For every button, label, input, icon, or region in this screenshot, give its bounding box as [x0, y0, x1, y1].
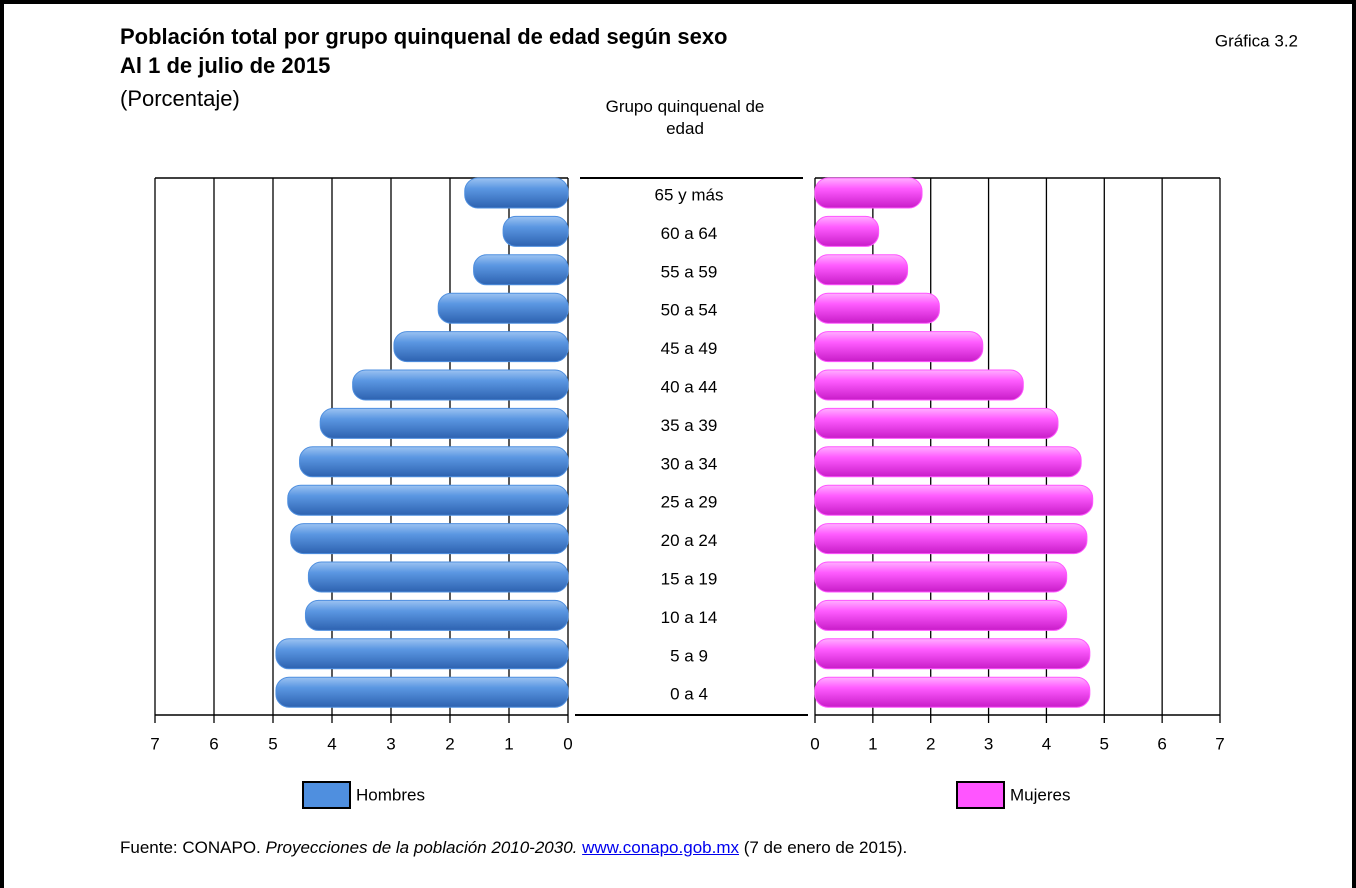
x-tick-label: 7 [1215, 734, 1224, 753]
x-tick-label: 7 [150, 734, 159, 753]
bar [814, 446, 1082, 478]
legend-swatch [956, 781, 1005, 809]
category-label: 10 a 14 [661, 608, 718, 627]
category-label: 5 a 9 [670, 646, 708, 665]
x-tick-label: 3 [984, 734, 993, 753]
bar [814, 369, 1024, 401]
legend-label: Mujeres [1010, 785, 1070, 804]
chart-number: Gráfica 3.2 [1215, 31, 1298, 50]
x-tick-label: 2 [445, 734, 454, 753]
category-label: 50 a 54 [661, 301, 718, 320]
x-tick-label: 5 [1100, 734, 1109, 753]
legend-label: Hombres [356, 785, 425, 804]
bar [352, 369, 569, 401]
category-label: 30 a 34 [661, 454, 718, 473]
category-label: 15 a 19 [661, 569, 718, 588]
bar [290, 523, 569, 555]
chart-subtitle: Al 1 de julio de 2015 [120, 53, 330, 78]
x-tick-label: 3 [386, 734, 395, 753]
x-tick-label: 5 [268, 734, 277, 753]
category-label: 55 a 59 [661, 262, 718, 281]
bar [287, 484, 569, 516]
bar [473, 254, 569, 286]
bar [814, 561, 1068, 593]
bar [814, 254, 909, 286]
bar [304, 599, 569, 631]
category-label: 45 a 49 [661, 339, 718, 358]
bar [814, 638, 1091, 670]
x-tick-label: 0 [563, 734, 572, 753]
bar [275, 638, 569, 670]
bar [814, 484, 1094, 516]
source-prefix: Fuente: CONAPO. [120, 838, 266, 857]
bar [814, 407, 1059, 439]
unit-label: (Porcentaje) [120, 86, 240, 111]
x-tick-label: 6 [1157, 734, 1166, 753]
bar [814, 523, 1088, 555]
x-tick-label: 1 [504, 734, 513, 753]
bar [814, 177, 923, 209]
category-title-box: Grupo quinquenal de edad [605, 97, 765, 138]
bar [502, 215, 569, 247]
bar [393, 331, 569, 363]
bar [814, 331, 984, 363]
bar [275, 676, 569, 708]
x-tick-label: 0 [810, 734, 819, 753]
bar [814, 215, 880, 247]
bar [814, 676, 1091, 708]
category-label: 40 a 44 [661, 377, 718, 396]
category-label: 25 a 29 [661, 493, 718, 512]
chart-title: Población total por grupo quinquenal de … [120, 24, 728, 49]
x-tick-label: 1 [868, 734, 877, 753]
bar [319, 407, 569, 439]
category-label: 65 y más [655, 185, 724, 204]
source-publication: Proyecciones de la población 2010-2030. [265, 838, 578, 857]
x-tick-label: 4 [1042, 734, 1051, 753]
x-tick-label: 2 [926, 734, 935, 753]
bar [437, 292, 569, 324]
x-tick-label: 6 [209, 734, 218, 753]
category-title: Grupo quinquenal de edad [605, 97, 765, 138]
bar [307, 561, 569, 593]
bar [464, 177, 569, 209]
category-label: 20 a 24 [661, 531, 718, 550]
bar [814, 599, 1068, 631]
source-suffix: (7 de enero de 2015). [739, 838, 908, 857]
bar [814, 292, 940, 324]
source-link[interactable]: www.conapo.gob.mx [582, 838, 739, 857]
source: Fuente: CONAPO. Proyecciones de la pobla… [120, 838, 907, 858]
bar [299, 446, 569, 478]
legend-swatch [302, 781, 351, 809]
x-tick-label: 4 [327, 734, 336, 753]
category-label: 60 a 64 [661, 224, 718, 243]
category-label: 35 a 39 [661, 416, 718, 435]
category-label: 0 a 4 [670, 685, 708, 704]
